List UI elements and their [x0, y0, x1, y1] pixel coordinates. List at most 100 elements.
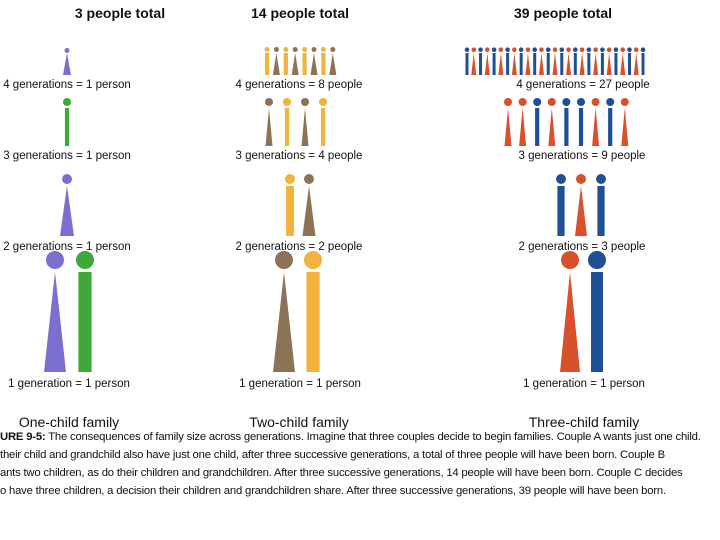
person-head	[292, 47, 298, 52]
person-head	[588, 251, 606, 269]
person-body	[557, 186, 565, 236]
person-head	[562, 98, 571, 106]
person-triangle-red	[498, 47, 504, 75]
person-body	[284, 108, 290, 146]
person-bar-gold	[304, 251, 322, 372]
person-body	[506, 53, 510, 75]
column-title-two-child: 14 people total	[250, 5, 350, 21]
person-triangle-red	[606, 47, 612, 75]
person-triangle-red	[504, 98, 512, 146]
person-head	[63, 98, 71, 106]
person-head	[591, 98, 600, 106]
person-head	[600, 47, 605, 52]
person-bar-blue	[562, 98, 571, 146]
person-head	[76, 251, 94, 269]
person-triangle-purple	[60, 174, 74, 236]
person-body	[573, 53, 577, 75]
person-body	[329, 53, 337, 75]
person-head	[556, 174, 566, 184]
person-bar-green	[76, 251, 94, 372]
person-triangle-brown	[273, 251, 295, 372]
person-head	[264, 47, 270, 52]
person-body	[302, 186, 316, 236]
person-triangle-red	[471, 47, 477, 75]
column-title-three-child: 39 people total	[513, 5, 613, 21]
person-body	[627, 53, 631, 75]
person-bar-gold	[319, 98, 327, 146]
person-body	[552, 53, 558, 75]
person-body	[592, 108, 600, 146]
person-head	[620, 47, 626, 52]
person-body	[471, 53, 477, 75]
person-bar-blue	[606, 98, 615, 146]
person-body	[306, 272, 320, 372]
person-body	[272, 53, 280, 75]
gen-label-two-3: 3 generations = 4 people	[235, 150, 363, 162]
person-triangle-red	[620, 98, 629, 146]
caption-line-2: their child and grandchild also have jus…	[0, 449, 665, 461]
person-body	[560, 272, 580, 372]
person-bar-blue	[545, 47, 551, 75]
person-head	[304, 174, 314, 184]
person-head	[532, 47, 537, 52]
person-triangle-red	[547, 98, 556, 146]
person-triangle-brown	[265, 98, 273, 146]
person-bar-blue	[464, 47, 470, 75]
person-head	[283, 98, 291, 106]
person-body	[60, 186, 74, 236]
person-bar-blue	[640, 47, 646, 75]
person-head	[640, 47, 646, 52]
person-head	[586, 47, 592, 52]
person-bar-blue	[532, 47, 537, 75]
person-body	[564, 108, 569, 146]
person-head	[579, 47, 585, 52]
caption-line-1: The consequences of family size across g…	[45, 431, 701, 443]
person-head	[505, 47, 510, 52]
gen-label-three-4: 4 generations = 27 people	[516, 79, 650, 91]
person-head	[518, 47, 524, 52]
person-bar-blue	[573, 47, 578, 75]
person-body	[291, 53, 299, 75]
person-body	[566, 53, 572, 75]
person-body	[504, 108, 512, 146]
person-head	[512, 47, 517, 52]
person-body	[641, 53, 645, 75]
person-bar-blue	[518, 47, 524, 75]
gen-label-one-1: 1 generation = 1 person	[8, 378, 130, 390]
gen-label-two-4: 4 generations = 8 people	[235, 79, 363, 91]
person-head	[504, 98, 512, 106]
person-bar-blue	[577, 98, 585, 146]
figure-caption: URE 9-5: The consequences of family size…	[0, 428, 716, 500]
person-head	[576, 174, 586, 184]
person-triangle-red	[593, 47, 599, 75]
person-body	[465, 53, 469, 75]
person-triangle-brown	[301, 98, 309, 146]
person-triangle-red	[560, 251, 580, 372]
family-label-three-child: Three-child family	[528, 414, 640, 430]
person-body	[578, 108, 584, 146]
figure-number: URE 9-5:	[0, 431, 46, 443]
person-bar-blue	[600, 47, 605, 75]
person-body	[479, 53, 483, 75]
person-body	[548, 108, 556, 146]
person-head	[606, 47, 612, 52]
person-body	[560, 53, 564, 75]
person-body	[264, 53, 270, 75]
person-triangle-red	[579, 47, 585, 75]
person-body	[63, 53, 71, 75]
person-body	[519, 108, 527, 146]
person-bar-gold	[283, 98, 291, 146]
person-body	[597, 186, 605, 236]
gen-label-one-4: 4 generations = 1 person	[3, 79, 131, 91]
column-title-one-child: 3 people total	[74, 5, 166, 21]
person-head	[533, 98, 542, 106]
gen-label-three-1: 1 generation = 1 person	[523, 378, 645, 390]
person-bar-blue	[613, 47, 619, 75]
person-triangle-red	[633, 47, 639, 75]
person-head	[559, 47, 565, 52]
person-head	[498, 47, 504, 52]
person-bar-gold	[283, 47, 289, 75]
person-head	[633, 47, 639, 52]
person-triangle-purple	[63, 48, 71, 75]
family-label-two-child: Two-child family	[249, 414, 349, 430]
